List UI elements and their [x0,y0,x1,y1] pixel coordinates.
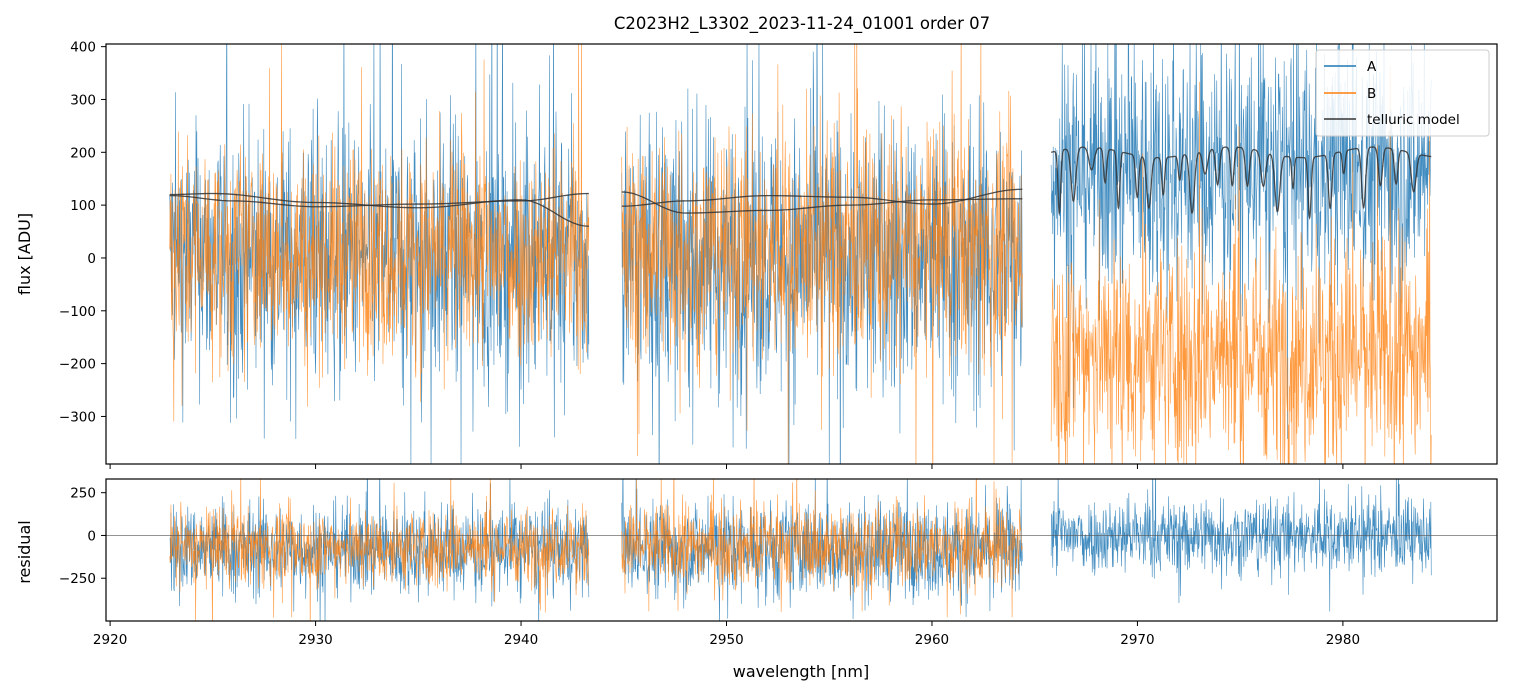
residual-panel: −250 0 250 2920 2930 2940 2950 2960 2970 2980 re… [15,478,1498,681]
residual-b-segment-1 [169,479,590,621]
legend-box [1315,49,1490,137]
telluric-model-segment1-b [169,192,589,208]
residual-x-tick-label: 2930 [298,632,332,648]
flux-y-tick-label: 400 [70,40,96,56]
residual-y-tick-label: 250 [70,486,96,502]
residual-y-ticks: −250 0 250 [59,486,106,587]
legend-label-b: B [1367,86,1376,102]
telluric-model-segment2-a [621,191,1023,214]
flux-y-tick-label: 0 [87,251,96,267]
residual-a-segment-3 [1050,479,1432,612]
flux-x-ticks [109,464,1344,469]
residual-x-tick-label: 2920 [93,632,127,648]
flux-y-tick-label: 300 [70,92,96,108]
residual-x-tick-label: 2980 [1326,632,1360,648]
series-a-segment-3 [1050,44,1432,439]
series-a-segment-1 [169,44,590,464]
residual-y-tick-label: −250 [59,571,96,587]
flux-y-tick-label: 100 [70,198,96,214]
residual-x-ticks: 2920 2930 2940 2950 2960 2970 2980 [93,621,1360,648]
residual-x-tick-label: 2950 [709,632,743,648]
residual-b-segment-2 [621,479,1023,618]
residual-panel-frame [105,478,1498,622]
residual-x-tick-label: 2940 [504,632,538,648]
telluric-model-segment1-a [169,192,589,227]
flux-plot-area [169,44,1432,464]
residual-x-tick-label: 2960 [915,632,949,648]
flux-y-axis-label: flux [ADU] [15,213,34,295]
residual-x-tick-label: 2970 [1120,632,1154,648]
legend[interactable]: A B telluric model [1315,49,1490,137]
x-axis-label: wavelength [nm] [733,662,870,681]
residual-y-tick-label: 0 [87,528,96,544]
flux-y-ticks: −300 −200 −100 0 100 200 300 400 [59,40,106,425]
chart-title: C2023H2_L3302_2023-11-24_01001 order 07 [614,14,990,34]
flux-y-tick-label: −300 [59,409,96,425]
flux-y-tick-label: 200 [70,145,96,161]
series-b-segment-2 [621,44,1023,464]
legend-label-telluric: telluric model [1367,112,1460,128]
telluric-model-segment2-b [621,188,1023,207]
flux-panel-frame [105,43,1498,465]
flux-panel: −300 −200 −100 0 100 200 300 400 flux [ADU] A B… [15,40,1498,469]
flux-y-tick-label: −200 [59,357,96,373]
legend-label-a: A [1367,59,1377,75]
flux-y-tick-label: −100 [59,304,96,320]
series-b-segment-1 [169,44,590,422]
series-b-segment-3 [1050,65,1432,464]
residual-plot-area [106,479,1497,621]
residual-y-axis-label: residual [15,520,34,583]
telluric-model-segment3 [1050,146,1432,221]
